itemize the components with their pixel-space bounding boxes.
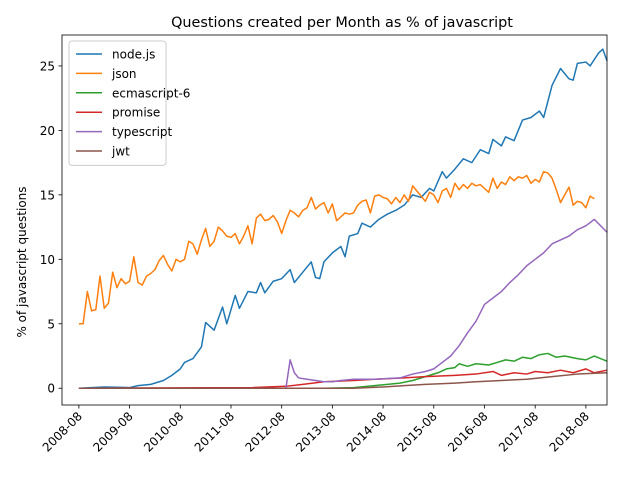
y-tick-label: 0 xyxy=(47,382,55,396)
y-tick-label: 20 xyxy=(40,124,55,138)
legend-label: ecmascript-6 xyxy=(112,86,190,100)
series-line-json xyxy=(78,170,595,325)
legend-box xyxy=(68,40,167,166)
x-tick-label: 2011-08 xyxy=(192,409,237,454)
series-line-typescript xyxy=(78,218,608,389)
x-tick-label: 2010-08 xyxy=(141,409,186,454)
series-line-jwt xyxy=(78,372,608,389)
legend-label: json xyxy=(111,67,137,81)
y-tick-label: 10 xyxy=(40,253,55,267)
chart-title: Questions created per Month as % of java… xyxy=(171,15,513,31)
legend-label: promise xyxy=(112,106,160,120)
series-line-promise xyxy=(78,368,608,389)
y-tick-label: 25 xyxy=(40,59,55,73)
series-line-ecmascript-6 xyxy=(78,352,608,389)
x-tick-label: 2009-08 xyxy=(90,409,135,454)
x-tick-label: 2013-08 xyxy=(293,409,338,454)
axes-frame xyxy=(61,34,608,406)
legend-label: node.js xyxy=(112,48,155,62)
legend-label: typescript xyxy=(112,125,173,139)
x-tick-label: 2008-08 xyxy=(40,409,85,454)
x-tick-label: 2012-08 xyxy=(242,409,287,454)
y-tick-label: 15 xyxy=(40,188,55,202)
x-tick-label: 2014-08 xyxy=(344,409,389,454)
x-tick-label: 2016-08 xyxy=(445,409,490,454)
legend-label: jwt xyxy=(111,145,130,159)
x-tick-label: 2017-08 xyxy=(496,409,541,454)
x-tick-label: 2015-08 xyxy=(395,409,440,454)
y-tick-label: 5 xyxy=(47,317,55,331)
series-line-node-js xyxy=(78,48,608,389)
legend: node.js json ecmascript-6 promise typescript… xyxy=(68,40,190,166)
x-tick-label: 2018-08 xyxy=(547,409,592,454)
y-axis-label: % of javascript questions xyxy=(15,186,29,337)
